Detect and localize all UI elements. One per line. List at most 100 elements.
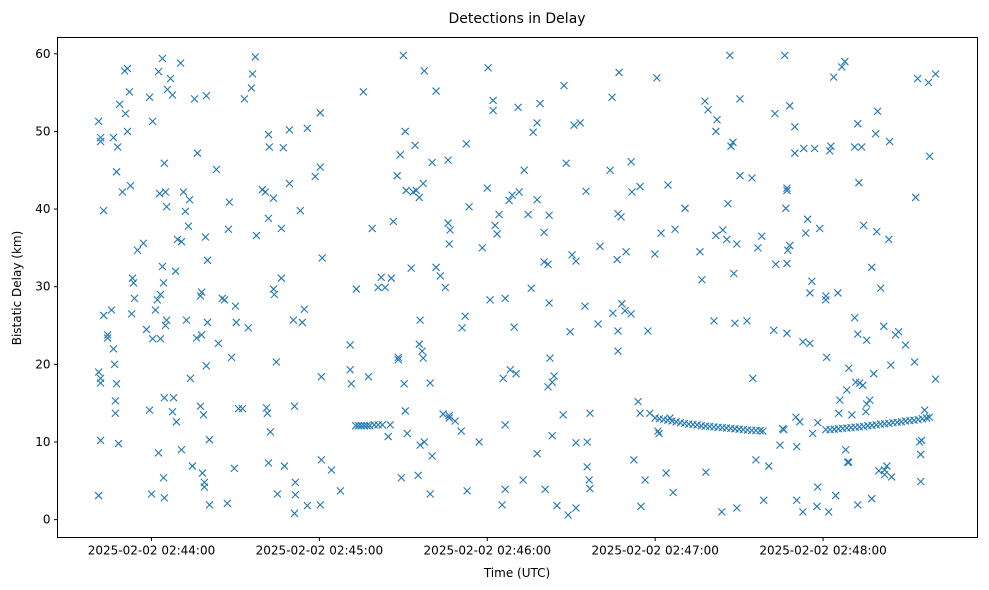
data-point — [451, 417, 459, 425]
data-point — [501, 421, 510, 429]
data-point — [621, 306, 629, 315]
data-point — [317, 372, 326, 381]
data-point — [759, 427, 767, 436]
data-point — [230, 464, 239, 473]
data-point — [583, 438, 592, 446]
data-point — [850, 143, 859, 151]
data-point — [303, 501, 312, 510]
data-point — [548, 378, 557, 387]
data-point — [613, 255, 621, 264]
data-point — [156, 290, 165, 299]
data-point — [223, 499, 232, 508]
y-axis: 0 10 20 30 40 50 60 — [35, 47, 58, 527]
data-point — [156, 334, 165, 343]
data-point — [506, 365, 515, 374]
data-point — [783, 184, 791, 193]
data-point — [519, 476, 527, 484]
x-tick-label: 2025-02-02 02:47:00 — [591, 544, 718, 558]
data-point — [463, 487, 472, 495]
data-point — [718, 226, 727, 234]
y-tick-label: 10 — [35, 435, 50, 449]
data-point — [273, 490, 282, 498]
data-point — [166, 74, 175, 83]
data-point — [158, 262, 167, 271]
data-point — [572, 504, 580, 512]
data-point — [465, 202, 473, 211]
data-point — [727, 142, 735, 151]
data-point — [916, 450, 925, 459]
data-point — [671, 225, 679, 234]
data-point — [238, 404, 247, 413]
data-point — [729, 269, 738, 278]
data-point — [501, 294, 510, 303]
data-point — [771, 109, 779, 118]
data-point — [901, 341, 910, 349]
y-tick-label: 60 — [35, 47, 50, 61]
data-point — [655, 429, 663, 438]
data-point — [869, 369, 878, 378]
data-point — [387, 274, 396, 283]
data-point — [214, 339, 223, 348]
data-point — [886, 361, 895, 370]
data-point — [771, 260, 780, 269]
data-point — [261, 188, 270, 196]
data-point — [316, 163, 325, 172]
data-point — [622, 247, 630, 256]
data-point — [368, 224, 377, 233]
data-point — [922, 414, 931, 422]
data-point — [533, 449, 541, 458]
data-point — [924, 78, 933, 87]
data-point — [96, 436, 105, 445]
data-point — [644, 327, 652, 335]
data-point — [570, 121, 578, 130]
data-point — [420, 438, 429, 446]
data-point — [813, 483, 822, 491]
data-point — [107, 306, 116, 314]
data-point — [732, 504, 741, 512]
data-point — [572, 438, 580, 447]
data-point — [664, 181, 672, 189]
data-point — [148, 117, 157, 126]
data-point — [384, 432, 393, 441]
data-point — [99, 206, 108, 215]
data-point — [854, 178, 863, 187]
data-point — [336, 487, 345, 495]
data-point — [931, 70, 940, 78]
data-point — [486, 296, 494, 304]
data-point — [457, 427, 466, 436]
data-point — [609, 309, 617, 318]
data-point — [493, 230, 501, 238]
data-point — [103, 334, 112, 342]
data-point — [837, 63, 846, 71]
data-point — [378, 421, 387, 429]
data-point — [562, 159, 571, 168]
data-point — [484, 63, 493, 72]
data-point — [910, 358, 919, 366]
data-point — [515, 188, 524, 196]
data-point — [710, 316, 718, 325]
data-point — [212, 165, 221, 174]
data-point — [853, 330, 862, 338]
data-point — [279, 143, 288, 152]
data-point — [181, 207, 190, 216]
data-point — [203, 256, 212, 265]
data-point — [559, 410, 567, 419]
data-point — [159, 473, 168, 482]
data-point — [483, 184, 492, 193]
data-point — [862, 336, 871, 345]
data-point — [822, 353, 831, 362]
data-point — [752, 455, 760, 464]
data-point — [127, 310, 136, 318]
data-point — [205, 501, 214, 509]
data-point — [109, 344, 118, 353]
data-point — [357, 421, 366, 430]
data-point — [94, 117, 103, 126]
data-point — [608, 93, 616, 102]
data-point — [508, 191, 517, 199]
data-point — [748, 374, 757, 383]
data-point — [630, 455, 638, 464]
data-point — [401, 407, 410, 415]
y-tick-label: 30 — [35, 280, 50, 294]
data-point — [445, 240, 454, 248]
data-point — [568, 251, 576, 259]
